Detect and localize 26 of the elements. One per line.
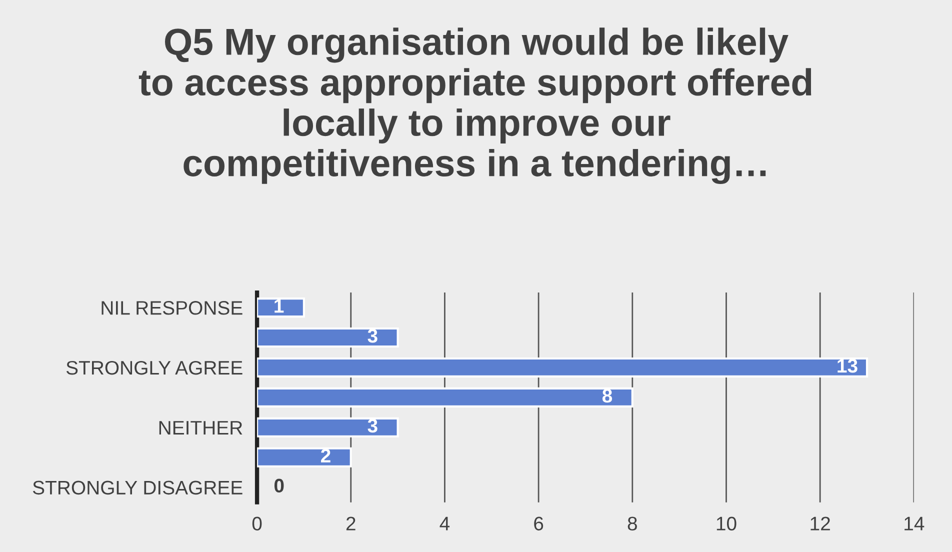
- bar: [257, 357, 868, 378]
- y-tick-label: STRONGLY DISAGREE: [32, 480, 242, 495]
- y-tick-label: NEITHER: [159, 421, 242, 434]
- bar: [257, 387, 634, 408]
- x-tick-label: 12: [810, 516, 830, 530]
- x-tick-label: 0: [252, 516, 262, 530]
- y-tick-label: NIL RESPONSE: [102, 301, 242, 315]
- x-tick-label: 14: [904, 516, 924, 530]
- chart-title: Q5 My organisation would be likely to access appropriate support offered locally to improve our competitiveness in a tendering…: [138, 28, 812, 184]
- data-label: 8: [602, 388, 612, 403]
- data-label: 3: [368, 328, 378, 343]
- y-tick-label: STRONGLY AGREE: [66, 360, 242, 375]
- data-label: 2: [321, 448, 330, 462]
- data-label: 13: [838, 358, 858, 373]
- data-label: 3: [368, 418, 378, 433]
- bar: [257, 417, 399, 438]
- bar: [257, 298, 306, 318]
- data-label: 0: [274, 478, 284, 493]
- x-tick-label: 4: [440, 516, 450, 530]
- x-tick-label: 8: [628, 516, 637, 530]
- x-tick-label: 2: [346, 516, 356, 530]
- bar: [257, 327, 399, 348]
- x-tick-label: 6: [534, 516, 544, 530]
- data-label: 1: [274, 299, 284, 313]
- x-tick-label: 10: [716, 516, 736, 530]
- bar: [257, 447, 352, 468]
